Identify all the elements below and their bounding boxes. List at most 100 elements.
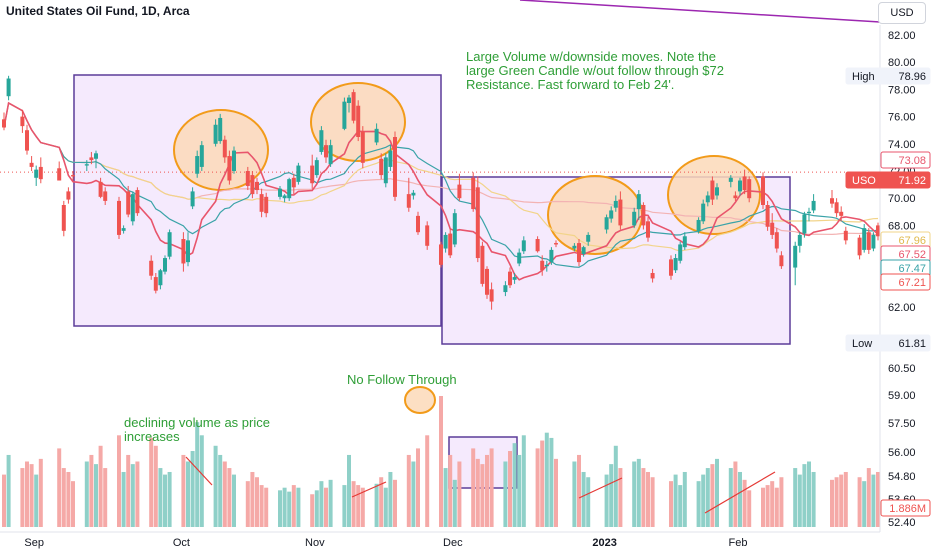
candle-body [282,195,287,199]
candle-body [650,273,655,279]
candle-body [678,244,683,261]
candle-body [181,239,186,264]
candle-body [715,187,719,196]
volume-bar [296,487,301,527]
volume-bar [517,454,522,527]
candle-body [89,157,94,161]
candle-body [834,202,839,214]
volume-bar [103,468,108,527]
volume-tick-label: 60.50 [888,363,916,375]
volume-bar [38,458,43,527]
candle-body [480,245,485,284]
volume-bar [802,464,807,527]
candle-body [393,137,397,197]
volume-bar [857,477,862,527]
volume-bar [439,396,443,527]
badge-box [880,151,931,169]
badge-value: 67.96 [898,235,926,247]
symbol-title: United States Oil Fund, 1D, Arca [6,4,190,18]
candle-body [61,205,66,231]
candle-body [811,200,816,211]
volume-bar [278,490,282,527]
volume-bar [379,477,384,527]
candle-body [278,188,282,197]
volume-bar [319,481,324,527]
candle-body [213,124,218,144]
annotation-stroke-3 [578,477,623,499]
candle-body [765,205,770,227]
candle-body [25,130,29,151]
candle-body [195,156,200,174]
candle-body [632,211,637,226]
volume-bar [811,471,816,527]
currency-button[interactable]: USD [878,2,926,24]
candle-body [512,277,517,280]
candle-body [535,239,540,252]
candle-body [310,165,315,184]
candle-body [38,166,43,180]
ma-teal-line [3,102,879,268]
volume-bar [508,451,512,527]
volume-bar [29,464,34,527]
candle-body [747,179,752,199]
volume-bar [696,481,701,527]
candle-body [761,176,765,205]
time-axis-label: Oct [173,537,190,549]
candle-body [328,145,333,165]
volume-bar [163,474,167,527]
candle-body [581,247,586,254]
candle-body [701,203,706,222]
candle-body [876,225,880,237]
candle-body [232,150,236,171]
candle-body [770,222,775,235]
candle-body [577,243,581,263]
volume-bar [425,435,430,527]
candle-body [259,194,264,212]
annotation-text-3: Resistance. Fast forward to Feb 24'. [466,77,674,92]
annotation-stroke-4 [704,471,776,514]
volume-bar [406,454,411,527]
volume-bar [388,471,393,527]
volume-bar [255,477,259,527]
annotation-text-2: large Green Candle w/out follow through … [466,63,724,78]
candle-body [126,191,131,215]
volume-bar [2,474,6,527]
candle-body [6,78,11,97]
candle-body [517,252,522,264]
volume-bar [797,474,802,527]
badge-box [845,334,931,352]
volume-bar [84,461,89,527]
candle-body [586,234,591,242]
volume-bar [393,479,397,527]
volume-bar [480,464,485,527]
volume-bar [245,481,250,527]
price-tick-label: 74.00 [888,139,916,151]
candle-body [291,177,296,188]
volume-bar [452,479,457,527]
volume-bar [195,422,200,527]
candle-body [862,228,867,250]
candle-body [742,176,747,191]
price-badge-last-red: 67.21 [880,273,931,291]
candle-body [618,199,623,226]
volume-bar [94,464,98,527]
volume-bar [126,454,131,527]
candle-body [245,171,250,186]
candle-body [314,160,319,176]
candle-body [199,145,204,167]
candle-body [572,245,577,249]
annotation-text-1: Large Volume w/downside moves. Note the [466,49,716,64]
volume-bar [259,485,264,527]
volume-bar [383,487,388,527]
price-tick-label: 70.00 [888,193,916,205]
candle-body [641,205,646,226]
candle-body [379,158,384,176]
candle-body [167,232,172,257]
volume-bar [411,461,416,527]
volume-bar [701,474,706,527]
badge-box [880,499,931,517]
candle-body [34,169,39,178]
volume-bar [342,485,347,527]
